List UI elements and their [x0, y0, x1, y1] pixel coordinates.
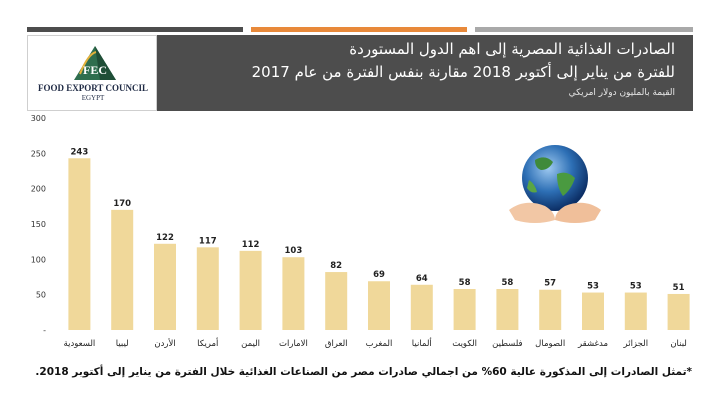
x-tick-label: الجزائر — [623, 339, 649, 349]
x-tick-label: المغرب — [366, 339, 393, 349]
top-bar-gray — [475, 27, 693, 32]
data-label: 112 — [242, 240, 260, 250]
data-label: 122 — [156, 233, 174, 243]
chart-subtitle: القيمة بالمليون دولار امريكي — [568, 88, 675, 98]
bar — [453, 289, 476, 330]
bar — [667, 293, 690, 330]
x-tick-label: اليمن — [241, 339, 260, 349]
x-tick-label: لبنان — [670, 339, 687, 349]
y-tick-label: 150 — [31, 220, 46, 229]
chart-title-line1: الصادرات الغذائية المصرية إلى اهم الدول … — [349, 40, 675, 58]
bar — [539, 289, 562, 330]
title-banner: FEC FOOD EXPORT COUNCIL EGYPT الصادرات ا… — [27, 35, 693, 111]
x-tick-label: الامارات — [279, 339, 308, 349]
x-tick-label: ألمانيا — [412, 337, 432, 349]
food-export-council-logo: FEC FOOD EXPORT COUNCIL EGYPT — [27, 35, 157, 111]
data-label: 170 — [113, 199, 131, 209]
bar — [410, 284, 433, 330]
data-label: 58 — [459, 278, 471, 288]
x-tick-label: ليبيا — [116, 339, 129, 349]
x-tick-label: الصومال — [535, 339, 565, 349]
x-tick-label: السعودية — [64, 339, 96, 349]
bar — [68, 158, 91, 330]
x-tick-label: العراق — [325, 339, 348, 349]
bar — [111, 209, 134, 330]
data-label: 57 — [544, 279, 556, 289]
bar — [496, 289, 519, 330]
x-tick-label: مدغشقر — [577, 339, 608, 349]
bar — [325, 272, 348, 330]
bar — [368, 281, 390, 330]
data-label: 53 — [587, 282, 599, 292]
chart-title-line2: للفترة من يناير إلى أكتوبر 2018 مقارنة ب… — [251, 63, 675, 81]
y-tick-label: 50 — [36, 291, 46, 300]
top-bar-dark — [27, 27, 243, 32]
data-label: 103 — [285, 246, 303, 256]
logo-country: EGYPT — [81, 94, 105, 102]
x-tick-label: أمريكا — [197, 337, 218, 349]
y-tick-label: 200 — [31, 185, 46, 194]
y-tick-label: 250 — [31, 149, 46, 158]
pyramid-logo-icon: FEC — [74, 46, 116, 80]
x-tick-label: الكويت — [452, 339, 477, 349]
bar — [582, 292, 604, 330]
bar — [239, 250, 262, 330]
bar — [196, 247, 219, 330]
y-tick-label: - — [43, 326, 46, 335]
logo-mark-text: FEC — [83, 63, 107, 77]
data-label: 51 — [673, 283, 685, 293]
bar — [154, 243, 176, 330]
y-tick-label: 100 — [31, 255, 46, 264]
logo-name: FOOD EXPORT COUNCIL — [37, 83, 149, 93]
x-tick-label: الأردن — [154, 338, 175, 349]
bar — [282, 257, 305, 330]
data-label: 64 — [416, 274, 428, 284]
data-label: 243 — [71, 147, 89, 157]
footnote: *تمثل الصادرات إلى المذكورة عالية 60% من… — [35, 366, 692, 378]
data-label: 117 — [199, 236, 217, 246]
data-label: 58 — [501, 278, 513, 288]
y-tick-label: 300 — [31, 114, 46, 123]
data-label: 53 — [630, 282, 642, 292]
data-label: 69 — [373, 270, 385, 280]
bar — [624, 292, 647, 330]
top-bar-orange — [251, 27, 467, 32]
data-label: 82 — [330, 261, 342, 271]
globe-in-hands-icon — [509, 145, 601, 223]
x-tick-label: فلسطين — [492, 339, 522, 349]
